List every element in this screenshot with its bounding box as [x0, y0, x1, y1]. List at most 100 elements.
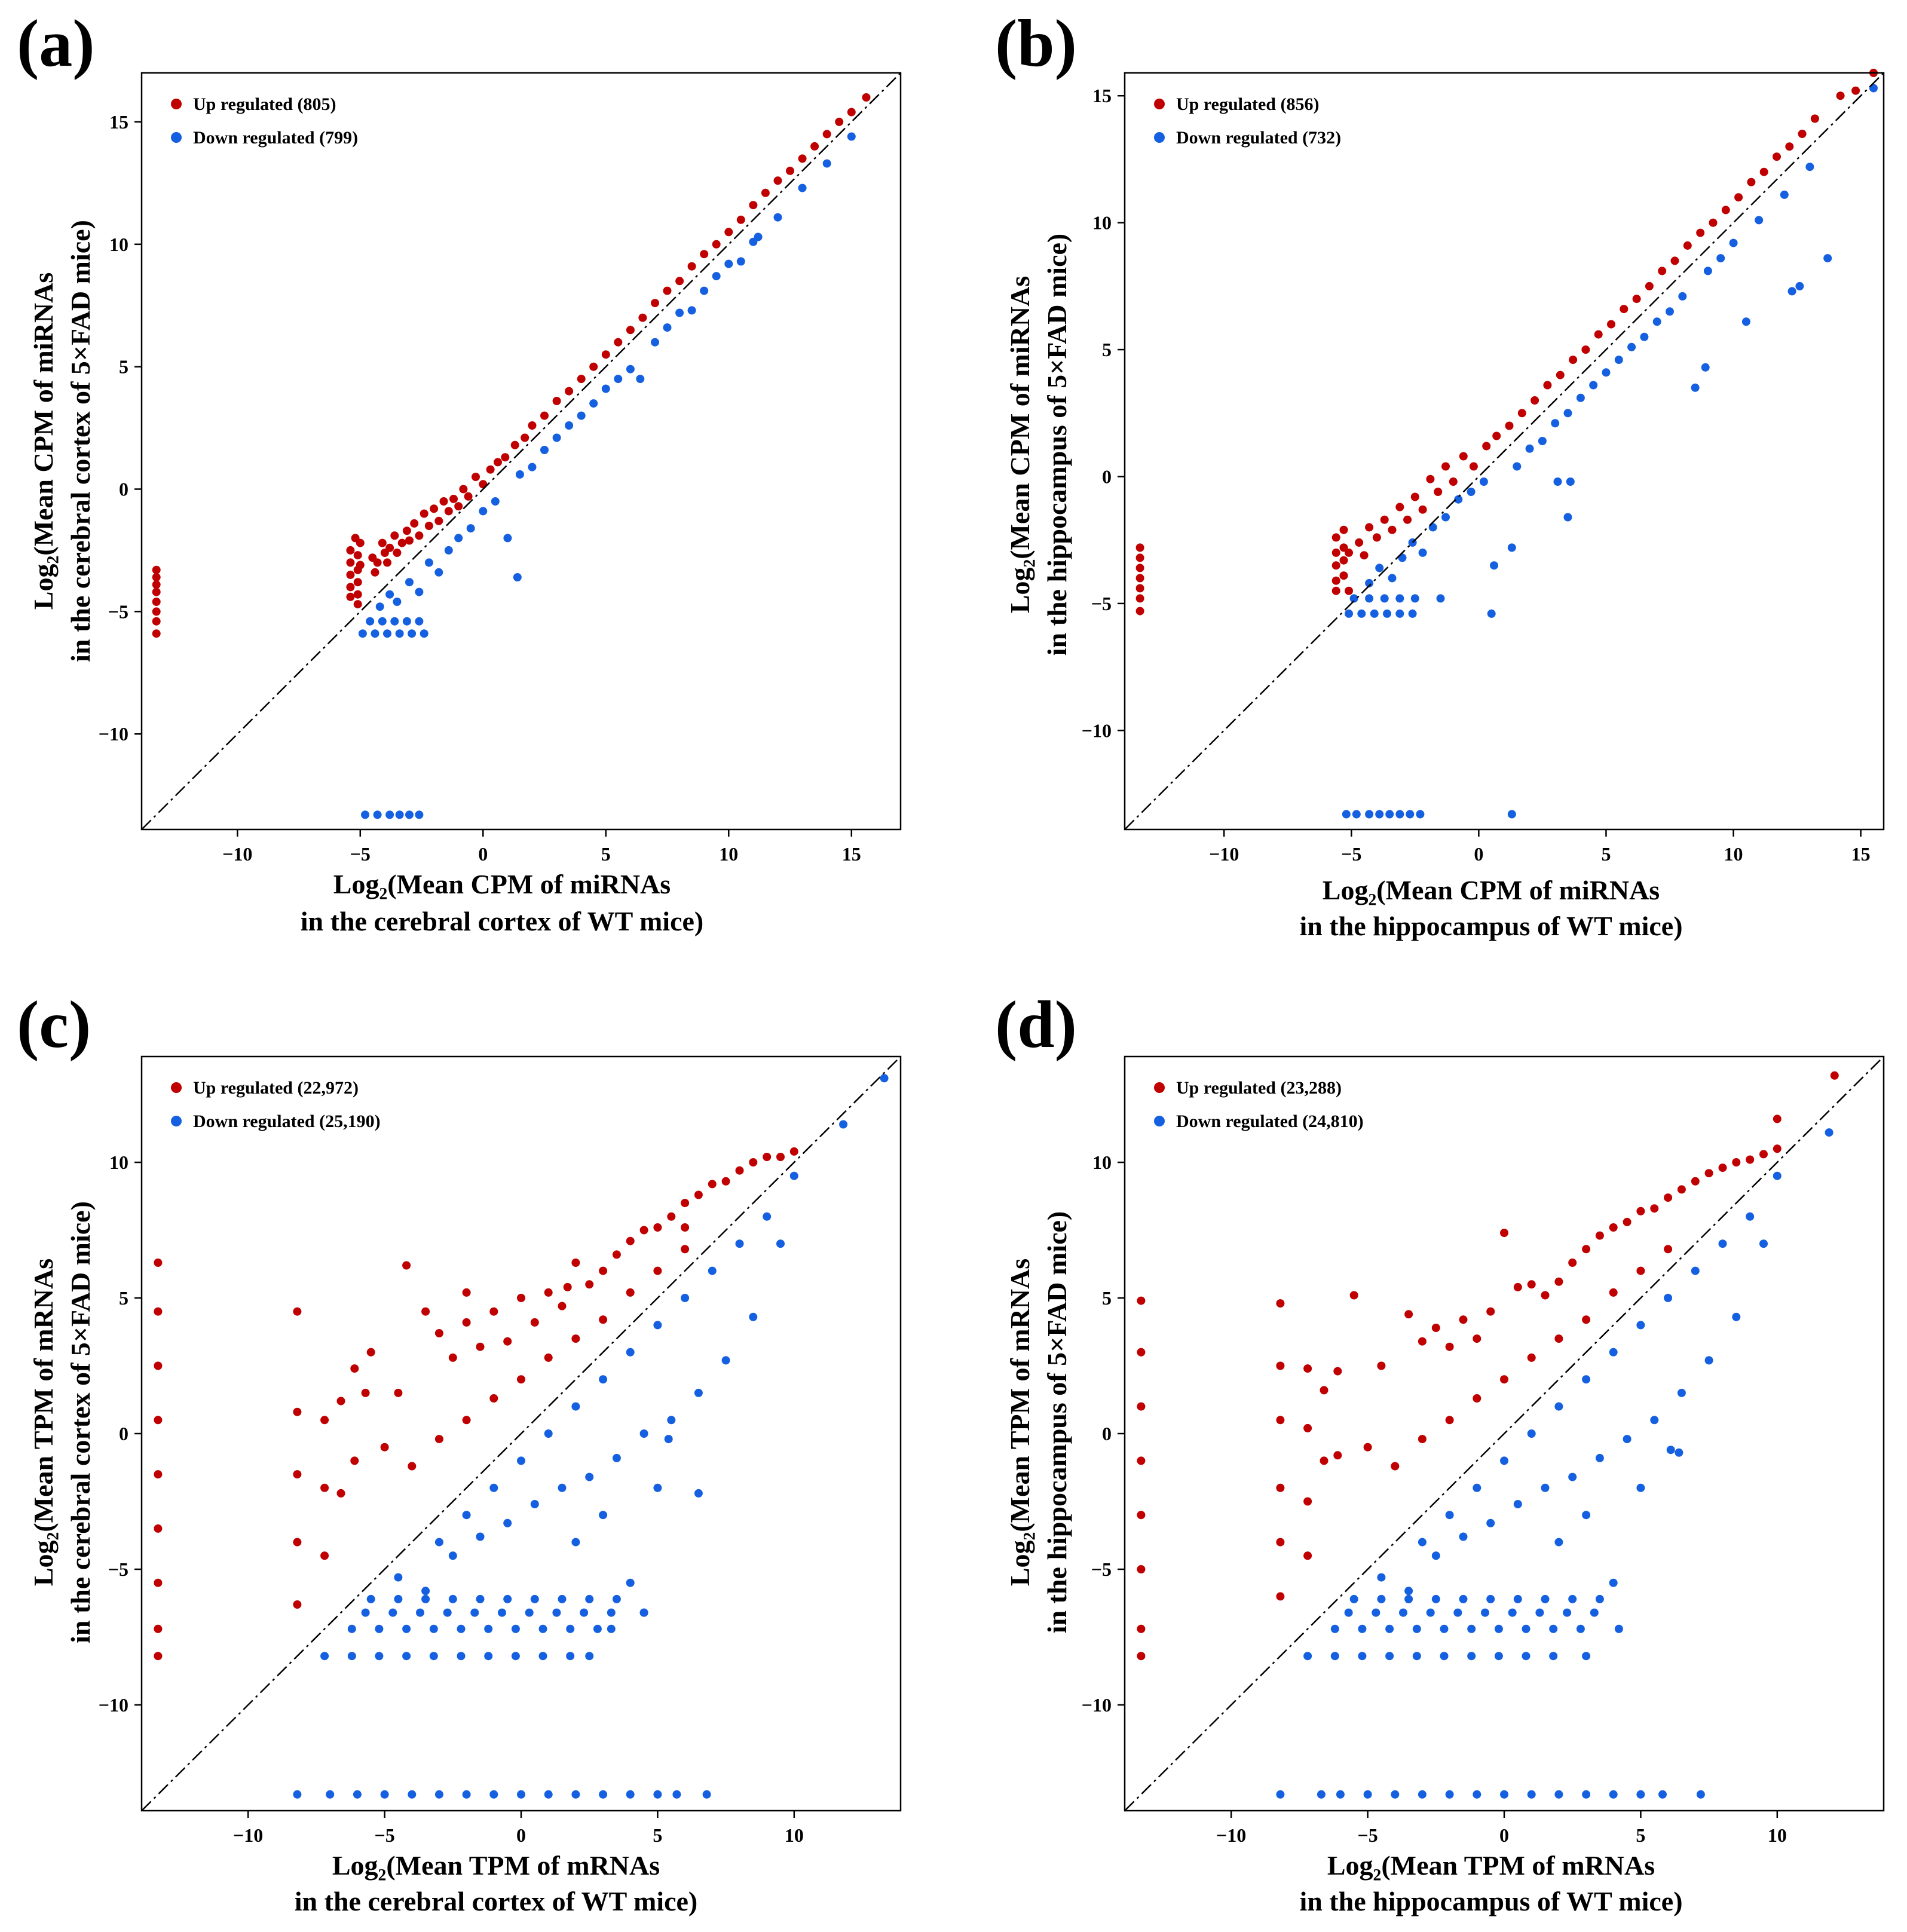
data-point	[1363, 1790, 1372, 1799]
data-point	[1527, 1790, 1536, 1799]
panel-c: (c) −10 −5 0 5 10 −10 −5 0 5 10 Up regulated (22,9…	[17, 988, 902, 1916]
data-point	[1527, 1280, 1536, 1289]
data-point	[1469, 462, 1478, 471]
data-point	[479, 507, 488, 516]
data-point	[503, 1518, 512, 1527]
data-point	[1135, 543, 1144, 552]
data-point	[421, 1307, 430, 1316]
down-regulated-series-d	[1276, 1128, 1833, 1799]
data-point	[1441, 462, 1450, 471]
plot-area-a: −10 −5 0 5 10 15 −10 −5 0 5 10 15 Up regulated (805)…	[99, 72, 902, 865]
data-point	[653, 1223, 662, 1232]
data-point	[1385, 810, 1394, 819]
data-point	[353, 1790, 362, 1799]
data-point	[1404, 1310, 1413, 1319]
y-tick-label-a: 5	[119, 356, 128, 378]
data-point	[1418, 1337, 1427, 1346]
panel-label-a: (a)	[17, 7, 95, 81]
data-point	[626, 1288, 635, 1297]
data-point	[566, 1652, 575, 1661]
legend-d: Up regulated (23,288) Down regulated (24,…	[1154, 1078, 1364, 1131]
data-point	[599, 1266, 608, 1275]
up-regulated-series-a	[152, 93, 871, 638]
plot-area-d: −10 −5 0 5 10 −10 −5 0 5 10 Up regulated (23,288) D…	[1082, 1055, 1885, 1846]
y-axis-title-c-line1: Log₂(Mean TPM of mRNAs	[28, 1259, 59, 1586]
data-point	[152, 607, 161, 616]
points-c	[154, 1074, 889, 1799]
data-point	[415, 531, 424, 540]
data-point	[1652, 317, 1661, 326]
data-point	[566, 1624, 575, 1633]
data-point	[1576, 393, 1585, 402]
data-point	[558, 1302, 567, 1311]
data-point	[724, 228, 733, 237]
data-point	[1500, 1375, 1508, 1384]
y-tick-label-d: 0	[1102, 1423, 1112, 1444]
data-point	[1594, 330, 1603, 339]
data-point	[1320, 1456, 1329, 1465]
y-tick-label-a: 10	[109, 234, 128, 255]
x-tick-label-a: 5	[601, 843, 611, 865]
data-point	[1576, 1624, 1585, 1633]
data-point	[393, 549, 402, 557]
data-point	[1479, 477, 1488, 486]
data-point	[1623, 1217, 1631, 1226]
data-point	[346, 583, 355, 592]
x-axis-title-a-line2: in the cerebral cortex of WT mice)	[301, 906, 703, 936]
data-point	[847, 108, 856, 117]
data-point	[1388, 574, 1397, 583]
data-point	[489, 1483, 498, 1492]
data-point	[293, 1538, 302, 1547]
y-tick-label-b: −10	[1082, 719, 1112, 741]
data-point	[1352, 810, 1361, 819]
x-axis-title-d-line2: in the hippocampus of WT mice)	[1299, 1886, 1682, 1916]
data-point	[1412, 1652, 1421, 1661]
data-point	[1418, 1790, 1427, 1799]
data-point	[1746, 1155, 1755, 1164]
data-point	[448, 1353, 457, 1362]
data-point	[1418, 548, 1427, 557]
data-point	[544, 1790, 553, 1799]
data-point	[1636, 1483, 1645, 1492]
data-point	[1494, 1624, 1503, 1633]
up-regulated-series-d	[1137, 1071, 1839, 1661]
data-point	[511, 1624, 520, 1633]
data-point	[1330, 1624, 1339, 1633]
data-point	[667, 1212, 676, 1221]
data-point	[397, 538, 406, 547]
data-point	[530, 1500, 539, 1508]
data-point	[1426, 1608, 1435, 1617]
y-axis-title-d-line2: in the hippocampus of 5×FAD mice)	[1042, 1211, 1072, 1633]
data-point	[1331, 533, 1340, 542]
data-point	[380, 1443, 389, 1452]
data-point	[1486, 1307, 1495, 1316]
data-point	[353, 590, 362, 599]
plot-area-b: −10 −5 0 5 10 15 −10 −5 0 5 10 15 Up regulated (856)…	[1082, 69, 1885, 865]
data-point	[1704, 1169, 1713, 1178]
data-point	[448, 1551, 457, 1560]
data-point	[511, 1652, 520, 1661]
data-point	[1473, 1334, 1481, 1343]
data-point	[462, 1511, 471, 1520]
data-point	[681, 1294, 690, 1302]
x-tick-label-b: −5	[1341, 843, 1361, 865]
y-tick-label-c: −5	[108, 1559, 128, 1580]
data-point	[589, 362, 598, 371]
data-point	[626, 326, 635, 335]
data-point	[1375, 564, 1384, 572]
data-point	[395, 810, 404, 819]
data-point	[466, 524, 475, 533]
data-point	[1135, 607, 1144, 616]
data-point	[1513, 462, 1522, 471]
panel-label-c: (c)	[17, 988, 91, 1062]
data-point	[1595, 1594, 1604, 1603]
data-point	[405, 578, 414, 587]
data-point	[375, 602, 384, 611]
data-point	[1412, 1624, 1421, 1633]
data-point	[626, 1790, 635, 1799]
x-tick-label-c: 5	[653, 1824, 662, 1846]
data-point	[614, 338, 623, 347]
data-point	[375, 1652, 384, 1661]
data-point	[599, 1315, 608, 1324]
data-point	[571, 1790, 580, 1799]
